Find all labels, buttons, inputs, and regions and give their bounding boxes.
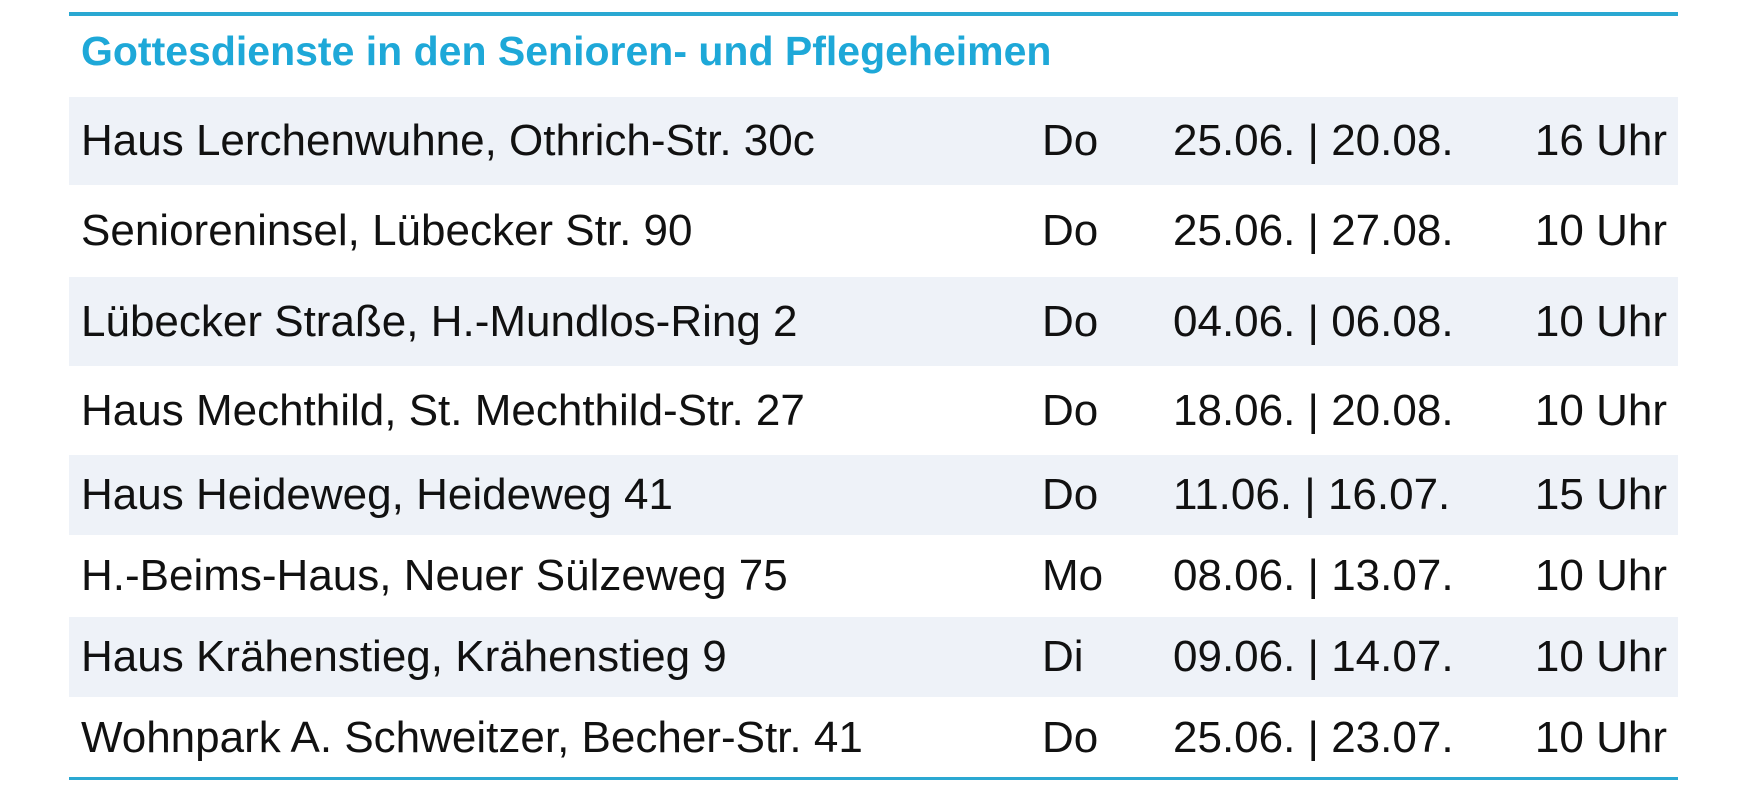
weekday: Mo bbox=[1042, 551, 1104, 600]
weekday: Di bbox=[1042, 632, 1084, 681]
time: 10 Uhr bbox=[1534, 296, 1667, 346]
dates: 04.06. | 06.08. bbox=[1173, 296, 1454, 346]
dates: 25.06. | 20.08. bbox=[1173, 116, 1454, 165]
table-row: H.-Beims-Haus, Neuer Sülzeweg 75 Mo 08.06.… bbox=[69, 535, 1678, 617]
dates: 18.06. | 20.08. bbox=[1173, 385, 1454, 435]
table-row: Lübecker Straße, H.-Mundlos-Ring 2 Do 04.0… bbox=[69, 277, 1678, 366]
time: 10 Uhr bbox=[1534, 385, 1667, 435]
weekday: Do bbox=[1042, 296, 1099, 346]
table-row: Senioreninsel, Lübecker Str. 90 Do 25.06. … bbox=[69, 185, 1678, 277]
time: 16 Uhr bbox=[1534, 116, 1667, 165]
time: 10 Uhr bbox=[1534, 551, 1667, 600]
table-row: Haus Mechthild, St. Mechthild-Str. 27 Do 1… bbox=[69, 366, 1678, 455]
location: H.-Beims-Haus, Neuer Sülzeweg 75 bbox=[81, 551, 788, 600]
top-rule bbox=[69, 12, 1678, 16]
location: Haus Krähenstieg, Krähenstieg 9 bbox=[81, 632, 727, 681]
location: Senioreninsel, Lübecker Str. 90 bbox=[81, 206, 693, 255]
time: 10 Uhr bbox=[1534, 632, 1667, 681]
dates: 11.06. | 16.07. bbox=[1173, 470, 1451, 519]
table-row: Haus Heideweg, Heideweg 41 Do 11.06. | 16.… bbox=[69, 455, 1678, 535]
weekday: Do bbox=[1042, 206, 1099, 255]
weekday: Do bbox=[1042, 470, 1099, 519]
dates: 25.06. | 23.07. bbox=[1173, 712, 1454, 762]
weekday: Do bbox=[1042, 385, 1099, 435]
time: 10 Uhr bbox=[1534, 206, 1667, 255]
location: Haus Mechthild, St. Mechthild-Str. 27 bbox=[81, 385, 805, 435]
location: Lübecker Straße, H.-Mundlos-Ring 2 bbox=[81, 296, 798, 346]
dates: 08.06. | 13.07. bbox=[1173, 551, 1454, 600]
table-row: Haus Lerchenwuhne, Othrich-Str. 30c Do 25.… bbox=[69, 97, 1678, 185]
bottom-rule bbox=[69, 777, 1678, 780]
time: 15 Uhr bbox=[1534, 470, 1667, 519]
location: Wohnpark A. Schweitzer, Becher-Str. 41 bbox=[81, 712, 863, 762]
weekday: Do bbox=[1042, 116, 1099, 165]
location: Haus Lerchenwuhne, Othrich-Str. 30c bbox=[81, 116, 815, 165]
dates: 09.06. | 14.07. bbox=[1173, 632, 1454, 681]
time: 10 Uhr bbox=[1534, 712, 1667, 762]
table-row: Wohnpark A. Schweitzer, Becher-Str. 41 Do… bbox=[69, 697, 1678, 778]
weekday: Do bbox=[1042, 712, 1099, 762]
table-row: Haus Krähenstieg, Krähenstieg 9 Di 09.06. … bbox=[69, 617, 1678, 697]
title: Gottesdienste in den Senioren- und Pfleg… bbox=[81, 28, 1052, 74]
location: Haus Heideweg, Heideweg 41 bbox=[81, 470, 673, 519]
dates: 25.06. | 27.08. bbox=[1173, 206, 1454, 255]
